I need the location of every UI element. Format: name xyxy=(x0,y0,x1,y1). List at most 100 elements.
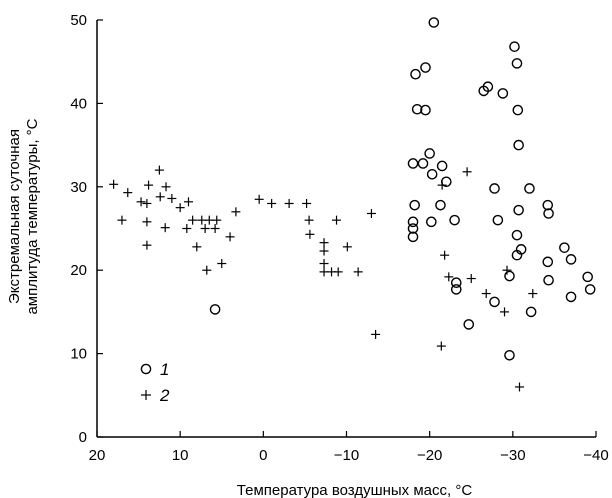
plus-point xyxy=(142,240,152,250)
plus-point xyxy=(117,215,127,225)
legend-item-series-2: 2 xyxy=(141,386,170,405)
x-tick-label: 0 xyxy=(259,447,267,464)
plus-point xyxy=(254,194,264,204)
legend-item-series-1: 1 xyxy=(140,360,169,379)
circle-point xyxy=(504,349,515,361)
plus-point xyxy=(284,198,294,208)
circle-point xyxy=(511,229,523,241)
circle-point xyxy=(565,254,577,265)
x-tick-label: −40 xyxy=(583,447,608,464)
circle-point xyxy=(509,41,520,52)
circle-point xyxy=(407,223,419,234)
plus-point xyxy=(466,274,476,284)
plus-point xyxy=(167,193,177,203)
circle-point xyxy=(542,199,554,211)
circle-point xyxy=(450,284,462,295)
x-tick-label: −30 xyxy=(500,447,525,464)
circle-point xyxy=(424,148,435,159)
plus-point xyxy=(319,246,329,256)
plus-point xyxy=(192,242,202,252)
circle-point xyxy=(209,304,221,315)
plus-point xyxy=(142,198,152,208)
legend: 1 2 xyxy=(140,360,170,405)
circle-point xyxy=(420,104,431,116)
plus-point xyxy=(175,203,185,213)
y-axis-title: Экстремальная суточная амплитуда темпера… xyxy=(6,118,41,314)
plus-point xyxy=(182,224,192,233)
plus-point xyxy=(440,250,450,260)
plus-point xyxy=(155,192,165,202)
plus-point xyxy=(371,329,381,339)
circle-point xyxy=(584,284,596,295)
x-tick-label: −10 xyxy=(334,447,359,464)
circle-point xyxy=(504,270,515,282)
y-axis-title-line-2: амплитуда температуры, °C xyxy=(24,118,41,314)
circle-point xyxy=(411,103,423,115)
circle-point xyxy=(559,242,570,253)
axes xyxy=(96,20,596,438)
circle-point xyxy=(543,274,554,286)
plus-point xyxy=(217,259,227,269)
y-tick-label: 10 xyxy=(70,346,87,363)
y-tick-label: 40 xyxy=(70,95,87,112)
circle-point xyxy=(407,216,419,228)
data-points xyxy=(109,17,596,392)
y-axis-ticks: 0 10 20 30 40 50 xyxy=(70,12,103,446)
plus-point xyxy=(154,165,164,175)
circle-point xyxy=(492,214,504,226)
circle-point xyxy=(489,296,500,308)
x-tick-label: 20 xyxy=(89,447,106,464)
circle-point xyxy=(489,183,500,194)
plus-point xyxy=(342,242,352,252)
plus-point xyxy=(210,224,220,233)
plus-point xyxy=(160,223,170,233)
plus-point xyxy=(302,198,312,208)
circle-point xyxy=(450,277,462,289)
legend-label-series-1: 1 xyxy=(160,360,169,379)
circle-point xyxy=(407,231,419,243)
circle-point xyxy=(463,319,475,330)
circle-point xyxy=(543,208,554,219)
plus-point xyxy=(136,197,146,207)
circle-point xyxy=(524,183,535,194)
plus-point xyxy=(188,215,198,225)
plus-point xyxy=(123,188,133,198)
plus-point xyxy=(142,217,152,227)
circle-point xyxy=(417,158,429,169)
circle-point xyxy=(512,104,524,116)
legend-label-series-2: 2 xyxy=(159,386,170,405)
y-tick-label: 20 xyxy=(70,262,87,279)
plus-point xyxy=(144,180,154,190)
plus-point xyxy=(500,307,510,317)
x-tick-label: 10 xyxy=(172,447,189,464)
circle-point xyxy=(511,58,523,69)
plus-point xyxy=(202,265,212,275)
circle-point xyxy=(420,62,431,73)
plus-point xyxy=(304,215,314,225)
plus-point xyxy=(353,267,363,277)
y-tick-label: 0 xyxy=(79,429,87,446)
plus-point xyxy=(528,289,538,299)
plus-point xyxy=(161,182,171,192)
circle-point xyxy=(497,88,509,99)
x-tick-label: −20 xyxy=(417,447,442,464)
circle-point xyxy=(428,17,440,28)
circle-point xyxy=(513,139,524,151)
circle-point xyxy=(426,216,437,228)
plus-point xyxy=(305,229,315,239)
plus-point xyxy=(333,267,343,277)
x-axis-ticks: 20 10 0 −10 −20 −30 −40 xyxy=(89,431,609,464)
legend-marker-circle xyxy=(140,363,152,375)
circle-point xyxy=(582,271,593,283)
circle-point xyxy=(525,306,537,318)
circle-point xyxy=(410,68,421,80)
y-axis-title-line-1: Экстремальная суточная xyxy=(6,129,23,304)
x-axis-title: Температура воздушных масс, °C xyxy=(237,482,473,498)
plus-point xyxy=(212,215,222,225)
plus-point xyxy=(231,207,241,217)
plus-point xyxy=(319,238,329,248)
circle-point xyxy=(426,168,438,180)
plus-point xyxy=(481,289,491,299)
y-tick-label: 30 xyxy=(70,179,87,196)
